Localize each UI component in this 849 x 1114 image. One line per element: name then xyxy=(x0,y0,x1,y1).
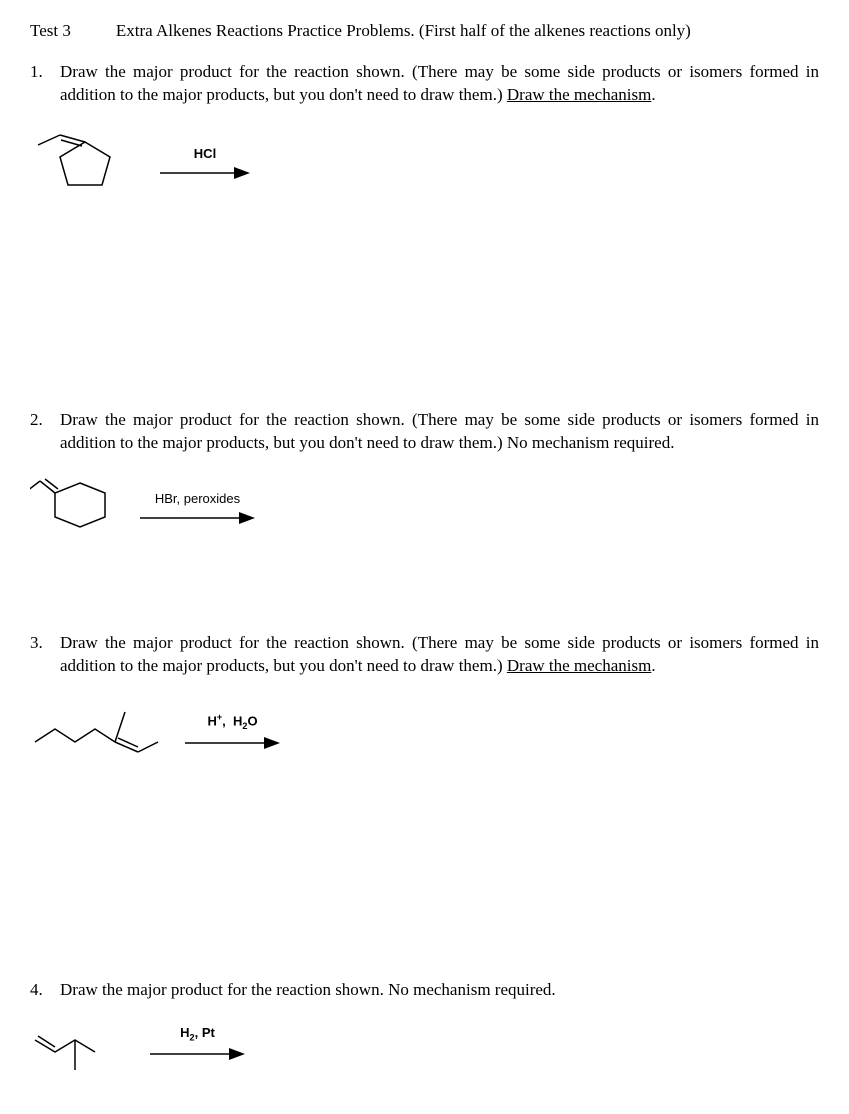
underline-text: Draw the mechanism xyxy=(507,85,651,104)
problem-1: 1. Draw the major product for the reacti… xyxy=(30,61,819,369)
problem-number: 3. xyxy=(30,632,60,678)
problem-text: 2. Draw the major product for the reacti… xyxy=(30,409,819,455)
structure-ethyl-methylene xyxy=(30,697,160,764)
problem-body: Draw the major product for the reaction … xyxy=(60,979,819,1002)
reagent-arrow: HBr, peroxides xyxy=(140,490,255,526)
problem-number: 2. xyxy=(30,409,60,455)
reaction-row: HCl xyxy=(30,127,819,199)
problem-text: 4. Draw the major product for the reacti… xyxy=(30,979,819,1002)
reaction-row: H2, Pt xyxy=(30,1022,819,1084)
answer-space xyxy=(30,764,819,939)
page-title: Extra Alkenes Reactions Practice Problem… xyxy=(116,20,691,43)
structure-cyclopentene xyxy=(30,127,130,199)
reagent-arrow: HCl xyxy=(160,145,250,181)
page-header: Test 3 Extra Alkenes Reactions Practice … xyxy=(30,20,819,43)
problem-number: 1. xyxy=(30,61,60,107)
problem-number: 4. xyxy=(30,979,60,1002)
reagent-arrow: H2, Pt xyxy=(150,1024,245,1062)
reaction-row: H+, H2O xyxy=(30,697,819,764)
reaction-row: HBr, peroxides xyxy=(30,475,819,542)
reagent-label: HCl xyxy=(194,145,216,163)
reagent-label: H+, H2O xyxy=(207,711,257,732)
reagent-arrow: H+, H2O xyxy=(185,711,280,750)
problem-text: 1. Draw the major product for the reacti… xyxy=(30,61,819,107)
problem-2: 2. Draw the major product for the reacti… xyxy=(30,409,819,592)
underline-text: Draw the mechanism xyxy=(507,656,651,675)
answer-space xyxy=(30,199,819,369)
structure-methyl-pentene xyxy=(30,1022,125,1084)
problem-body: Draw the major product for the reaction … xyxy=(60,409,819,455)
test-label: Test 3 xyxy=(30,20,71,43)
arrow-icon xyxy=(185,735,280,751)
problem-3: 3. Draw the major product for the reacti… xyxy=(30,632,819,940)
arrow-icon xyxy=(150,1046,245,1062)
arrow-icon xyxy=(140,510,255,526)
reagent-label: H2, Pt xyxy=(180,1024,215,1044)
arrow-icon xyxy=(160,165,250,181)
structure-cyclohexane-propenyl xyxy=(30,475,125,542)
problem-body: Draw the major product for the reaction … xyxy=(60,632,819,678)
reagent-label: HBr, peroxides xyxy=(155,490,240,508)
problem-text: 3. Draw the major product for the reacti… xyxy=(30,632,819,678)
answer-space xyxy=(30,542,819,592)
problem-4: 4. Draw the major product for the reacti… xyxy=(30,979,819,1084)
problem-body: Draw the major product for the reaction … xyxy=(60,61,819,107)
